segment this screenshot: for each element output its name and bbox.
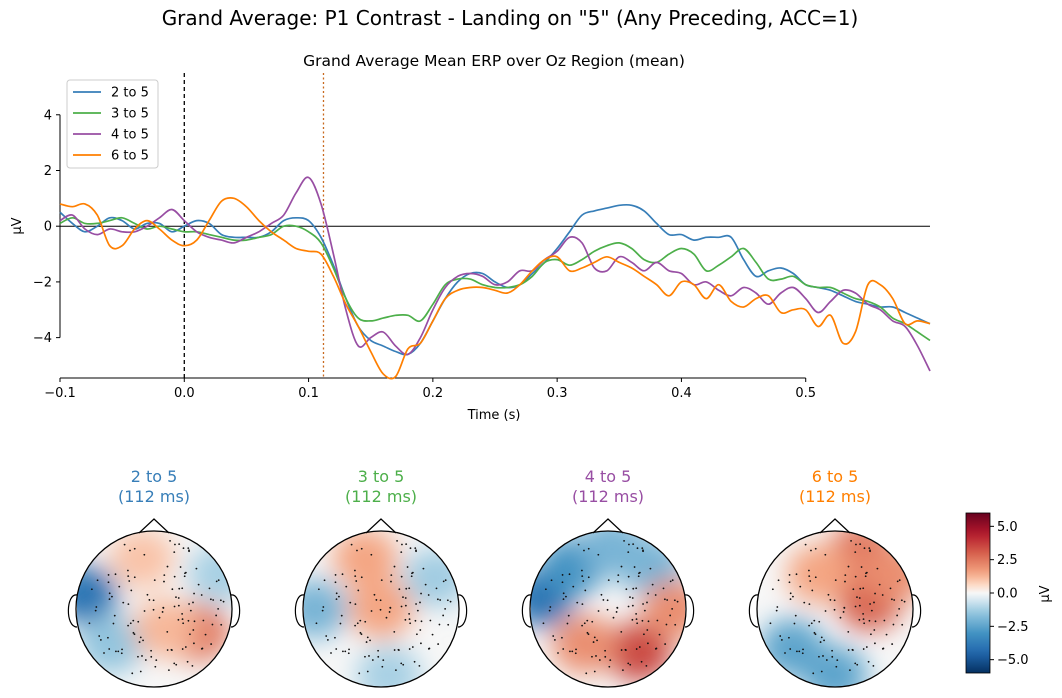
head-outline — [756, 530, 914, 688]
series-line-3-to-5 — [59, 216, 931, 342]
topomap-blob — [802, 645, 868, 687]
legend-label: 3 to 5 — [111, 107, 149, 122]
colorbar-label: µV — [1038, 585, 1053, 602]
x-tick-label: 0.1 — [298, 386, 319, 401]
x-tick-label: −0.1 — [44, 386, 76, 401]
topomap-title: 4 to 5 — [585, 467, 632, 486]
topomap-blob — [109, 531, 176, 588]
head-right-ear — [684, 594, 695, 628]
sensor-markers — [542, 539, 679, 675]
topomap-field — [530, 531, 686, 687]
series-line-2-to-5 — [59, 203, 931, 356]
series-line-4-to-5 — [59, 176, 931, 372]
topomap-blob — [132, 598, 199, 659]
head-left-ear — [294, 594, 305, 628]
topomap-blob — [303, 579, 348, 639]
topomap-blob — [332, 531, 399, 588]
legend-label: 6 to 5 — [111, 149, 149, 164]
x-tick-label: 0.2 — [423, 386, 444, 401]
head-right-ear — [457, 594, 468, 628]
chart-series-group — [59, 176, 931, 380]
topomap-2: 3 to 5(112 ms) — [294, 467, 468, 688]
series-line-6-to-5 — [59, 196, 931, 380]
topomap-title: 2 to 5 — [131, 467, 178, 486]
head-left-ear — [67, 594, 78, 628]
topomap-time-label: (112 ms) — [572, 487, 644, 506]
colorbar-tick-label: 5.0 — [997, 520, 1018, 535]
x-tick-label: 0.0 — [174, 386, 195, 401]
chart-title: Grand Average Mean ERP over Oz Region (m… — [303, 52, 685, 70]
head-nose — [138, 518, 170, 534]
head-left-ear — [521, 594, 532, 628]
figure-suptitle: Grand Average: P1 Contrast - Landing on … — [162, 6, 859, 30]
y-tick-label: 4 — [44, 108, 52, 123]
y-tick-label: −2 — [33, 275, 52, 290]
topomap-blob — [348, 579, 414, 639]
head-right-ear — [230, 594, 241, 628]
head-nose — [592, 518, 624, 534]
x-tick-label: 0.5 — [795, 386, 816, 401]
erp-line-chart: Grand Average Mean ERP over Oz Region (m… — [10, 52, 931, 423]
colorbar-gradient — [965, 512, 991, 674]
chart-legend: 2 to 5 3 to 5 4 to 5 6 to 5 — [66, 79, 159, 169]
colorbar-tick-label: 0.0 — [997, 587, 1018, 602]
head-nose — [819, 518, 851, 534]
topomap-blob — [641, 579, 686, 639]
head-nose — [365, 518, 397, 534]
y-tick-label: 0 — [44, 220, 52, 235]
topomap-blob — [860, 544, 913, 604]
topomap-blob — [187, 544, 232, 604]
topomap-title: 3 to 5 — [358, 467, 405, 486]
colorbar-tick-label: −5.0 — [997, 653, 1029, 668]
topomap-field — [76, 531, 232, 687]
y-tick-label: −4 — [33, 331, 52, 346]
sensor-markers — [88, 539, 225, 675]
topomap-4: 6 to 5(112 ms) — [748, 467, 922, 688]
legend-label: 4 to 5 — [111, 128, 149, 143]
topomap-1: 2 to 5(112 ms) — [67, 467, 241, 688]
topomap-field — [303, 531, 459, 687]
x-tick-label: 0.3 — [547, 386, 568, 401]
x-tick-label: 0.4 — [671, 386, 692, 401]
y-tick-label: 2 — [44, 164, 52, 179]
topomap-blob — [606, 622, 672, 682]
chart-axes: −0.1 0.0 0.1 0.2 0.3 0.4 0.5 −4 −2 0 2 4 — [33, 73, 930, 401]
head-right-ear — [911, 594, 922, 628]
y-axis-label: µV — [10, 217, 25, 234]
x-axis-label: Time (s) — [467, 408, 521, 423]
topomap-time-label: (112 ms) — [345, 487, 417, 506]
sensor-markers — [769, 539, 906, 675]
topomap-time-label: (112 ms) — [118, 487, 190, 506]
head-outline — [75, 530, 233, 688]
head-outline — [529, 530, 687, 688]
topomap-3: 4 to 5(112 ms) — [521, 467, 695, 688]
topomap-title: 6 to 5 — [812, 467, 859, 486]
colorbar: 5.0 2.5 0.0 −2.5 −5.0 µV — [965, 512, 1053, 674]
colorbar-tick-label: −2.5 — [997, 620, 1029, 635]
head-left-ear — [748, 594, 759, 628]
head-outline — [302, 530, 460, 688]
topomap-time-label: (112 ms) — [799, 487, 871, 506]
legend-label: 2 to 5 — [111, 86, 149, 101]
topomap-blob — [786, 544, 853, 604]
topomap-row: 2 to 5(112 ms)3 to 5(112 ms)4 to 5(112 m… — [67, 467, 922, 688]
legend-box — [66, 79, 159, 169]
colorbar-tick-label: 2.5 — [997, 553, 1018, 568]
topomap-blob — [76, 565, 119, 625]
topomap-field — [757, 531, 913, 687]
sensor-markers — [315, 539, 452, 675]
topomap-blob — [551, 614, 618, 674]
